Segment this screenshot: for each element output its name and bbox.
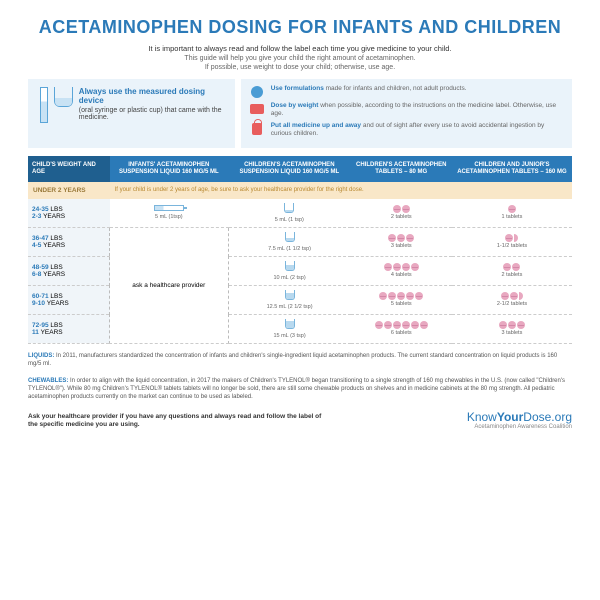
brand-block: KnowYourDose.org Acetaminophen Awareness… [467, 410, 572, 430]
pill-icon [388, 234, 396, 242]
pill-icon [393, 321, 401, 329]
subtitle-2: This guide will help you give your child… [28, 55, 572, 62]
pill-icon [402, 205, 410, 213]
tips-row: Always use the measured dosing device(or… [28, 79, 572, 148]
subtitle-1: It is important to always read and follo… [28, 44, 572, 53]
pill-icon [499, 321, 507, 329]
pill-icon [406, 292, 414, 300]
cup-icon [285, 290, 295, 300]
chewables-note: CHEWABLES: In order to align with the li… [28, 377, 572, 402]
syringe-icon [154, 205, 184, 211]
pill-icon [510, 292, 518, 300]
pill-icon [402, 263, 410, 271]
table-row: 24-35 LBS2-3 YEARS5 mL (1tsp)5 mL (1 tsp… [28, 199, 572, 228]
tip-dosing-device: Always use the measured dosing device(or… [28, 79, 235, 148]
pill-icon [393, 263, 401, 271]
ask-provider-note: ask a healthcare provider [132, 282, 205, 289]
pill-icon [402, 321, 410, 329]
under-2-row: UNDER 2 YEARS If your child is under 2 y… [28, 182, 572, 199]
pill-icon [384, 263, 392, 271]
brand-logo: KnowYourDose.org [467, 410, 572, 424]
pill-icon [508, 205, 516, 213]
syringe-icon [36, 87, 48, 127]
cup-icon [285, 261, 295, 271]
lock-icon [252, 123, 262, 135]
subtitle-3: If possible, use weight to dose your chi… [28, 64, 572, 71]
pill-icon [415, 292, 423, 300]
pill-icon [505, 234, 513, 242]
page-title: ACETAMINOPHEN DOSING FOR INFANTS AND CHI… [28, 18, 572, 38]
baby-icon [251, 86, 263, 98]
cup-icon [284, 203, 294, 213]
pill-icon [411, 321, 419, 329]
tips-list: Use formulations made for infants and ch… [241, 79, 572, 148]
pill-icon [397, 234, 405, 242]
pill-icon [384, 321, 392, 329]
footer: Ask your healthcare provider if you have… [28, 410, 572, 430]
pill-icon [411, 263, 419, 271]
liquids-note: LIQUIDS: In 2011, manufacturers standard… [28, 352, 572, 369]
pill-icon [388, 292, 396, 300]
half-pill-icon [514, 234, 518, 242]
pill-icon [503, 263, 511, 271]
pill-icon [512, 263, 520, 271]
pill-icon [393, 205, 401, 213]
pill-icon [406, 234, 414, 242]
table-row: 36-47 LBS4-5 YEARSask a healthcare provi… [28, 227, 572, 256]
cup-icon [285, 319, 295, 329]
pill-icon [517, 321, 525, 329]
pill-icon [397, 292, 405, 300]
half-pill-icon [519, 292, 523, 300]
pill-icon [501, 292, 509, 300]
pill-icon [379, 292, 387, 300]
pill-icon [508, 321, 516, 329]
cup-icon [54, 87, 73, 107]
footer-advice: Ask your healthcare provider if you have… [28, 413, 327, 430]
dosing-guide: ACETAMINOPHEN DOSING FOR INFANTS AND CHI… [0, 0, 600, 600]
pill-icon [420, 321, 428, 329]
pill-icon [375, 321, 383, 329]
scale-icon [250, 104, 264, 114]
table-header: CHILD'S WEIGHT AND AGEINFANTS' ACETAMINO… [28, 156, 572, 182]
brand-subtitle: Acetaminophen Awareness Coalition [467, 424, 572, 430]
tip-left-text: Always use the measured dosing device(or… [79, 87, 227, 121]
cup-icon [285, 232, 295, 242]
dosing-table: CHILD'S WEIGHT AND AGEINFANTS' ACETAMINO… [28, 156, 572, 344]
